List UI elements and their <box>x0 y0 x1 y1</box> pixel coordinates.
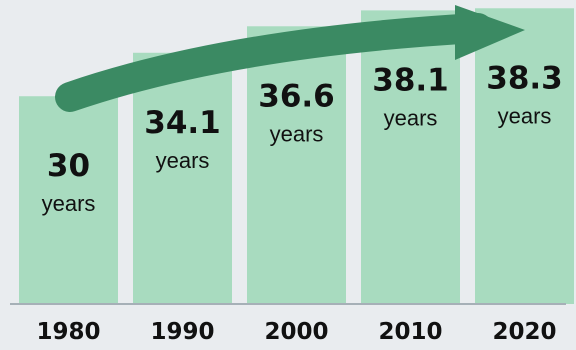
data-label-value-1990: 34.1 <box>144 105 221 141</box>
data-label-unit-2000: years <box>270 121 324 146</box>
data-label-unit-1990: years <box>156 148 210 173</box>
trend-arrow-shaft <box>55 13 493 112</box>
x-tick-label-2010: 2010 <box>378 319 442 345</box>
data-label-unit-2020: years <box>498 103 552 128</box>
labels-layer: 30 years 34.1 years 36.6 years 38.1 years 38.3 ye… <box>42 60 563 216</box>
data-label-value-2000: 36.6 <box>258 78 335 114</box>
bar-1980 <box>19 96 118 305</box>
bar-1990 <box>133 52 232 304</box>
bars-layer <box>19 8 574 305</box>
x-tick-label-1980: 1980 <box>36 319 100 345</box>
data-label-unit-1980: years <box>42 191 96 216</box>
x-tick-label-1990: 1990 <box>150 319 214 345</box>
trend-arrow-head <box>455 5 525 60</box>
data-label-unit-2010: years <box>384 105 438 130</box>
x-tick-label-2020: 2020 <box>492 319 556 345</box>
data-label-value-2010: 38.1 <box>372 62 449 98</box>
data-label-value-2020: 38.3 <box>486 60 563 96</box>
bar-2020 <box>475 8 574 304</box>
x-axis-ticks: 1980 1990 2000 2010 2020 <box>36 319 556 345</box>
data-label-value-1980: 30 <box>47 148 90 184</box>
bar-2010 <box>361 10 460 304</box>
trend-arrow <box>55 5 525 112</box>
bar-2000 <box>247 26 346 305</box>
x-tick-label-2000: 2000 <box>264 319 328 345</box>
